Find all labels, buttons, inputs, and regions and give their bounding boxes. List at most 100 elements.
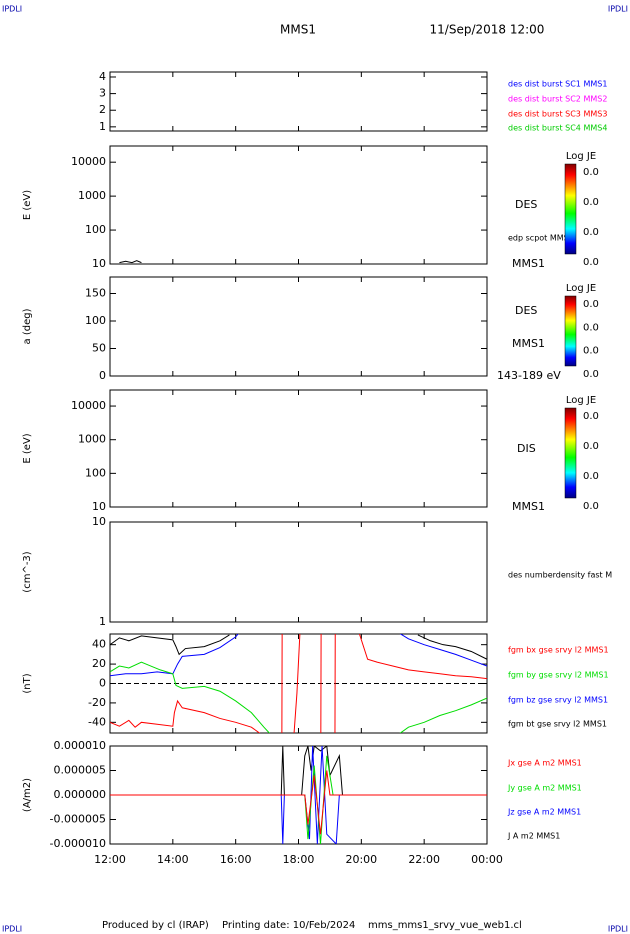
y-tick-label: 4 [99, 70, 106, 83]
side-label: des numberdensity fast M [508, 571, 612, 580]
colorbar-title: Log JE [566, 395, 596, 406]
colorbar-label: 0.0 [583, 257, 599, 268]
colorbar-label: 0.0 [583, 411, 599, 422]
y-tick-label: 3 [99, 87, 106, 100]
series-line [110, 634, 487, 677]
side-label: DES [515, 304, 537, 317]
y-tick-label: -0.000010 [50, 837, 106, 850]
y-tick-label: 100 [85, 314, 106, 327]
x-tick-label: 00:00 [471, 853, 503, 866]
file-name: mms_mms1_srvy_vue_web1.cl [368, 920, 522, 931]
series-line [110, 661, 487, 733]
side-label: des dist burst SC4 MMS4 [508, 124, 607, 133]
y-tick-label: 0 [99, 369, 106, 382]
corner-label: IPDLI [2, 5, 22, 14]
y-tick-label: 20 [92, 657, 106, 670]
y-tick-label: 1 [99, 615, 106, 628]
colorbar-title: Log JE [566, 151, 596, 162]
panel-frame [109, 521, 488, 623]
title: MMS1 [280, 23, 316, 37]
side-label: DES [515, 198, 537, 211]
colorbar-title: Log JE [566, 283, 596, 294]
y-axis-label: (A/m2) [22, 778, 33, 812]
colorbar-label: 0.0 [583, 167, 599, 178]
x-tick-label: 22:00 [408, 853, 440, 866]
y-tick-label: 1 [99, 120, 106, 133]
x-tick-label: 14:00 [157, 853, 189, 866]
colorbar-label: 0.0 [583, 227, 599, 238]
legend-entry: edp scpot MMS1 [508, 234, 574, 243]
panel-frame [109, 276, 488, 377]
panel-frame [109, 389, 488, 508]
y-tick-label: 1000 [78, 433, 106, 446]
y-axis-label: (nT) [22, 673, 33, 693]
legend-entry: Jy gse A m2 MMS1 [507, 784, 582, 793]
legend-entry: fgm bt gse srvy l2 MMS1 [508, 720, 607, 729]
series-line [110, 634, 487, 660]
colorbar-label: 0.0 [583, 322, 599, 333]
side-label: des dist burst SC3 MMS3 [508, 110, 607, 119]
y-tick-label: 150 [85, 287, 106, 300]
series-line [110, 755, 487, 844]
series-line [119, 260, 142, 264]
colorbar [564, 407, 577, 499]
y-tick-label: 10 [92, 257, 106, 270]
series-line [110, 770, 487, 835]
colorbar-label: 0.0 [583, 369, 599, 380]
panel-frame [109, 71, 488, 132]
x-tick-label: 18:00 [283, 853, 315, 866]
panel-frame [109, 145, 488, 265]
y-tick-label: -0.000005 [50, 813, 106, 826]
x-tick-label: 16:00 [220, 853, 252, 866]
y-tick-label: 10 [92, 515, 106, 528]
y-tick-label: 10000 [71, 155, 106, 168]
y-tick-label: -40 [88, 715, 106, 728]
y-tick-label: 0 [99, 677, 106, 690]
legend-entry: Jz gse A m2 MMS1 [507, 808, 581, 817]
side-label: 143-189 eV [497, 369, 561, 382]
y-tick-label: 50 [92, 342, 106, 355]
colorbar-label: 0.0 [583, 346, 599, 357]
side-label: MMS1 [512, 500, 545, 513]
colorbar [564, 163, 577, 255]
legend-entry: fgm bz gse srvy l2 MMS1 [508, 696, 608, 705]
side-label: MMS1 [512, 257, 545, 270]
x-tick-label: 12:00 [94, 853, 126, 866]
colorbar-label: 0.0 [583, 501, 599, 512]
series-line [110, 746, 487, 796]
y-tick-label: 100 [85, 466, 106, 479]
colorbar-label: 0.0 [583, 471, 599, 482]
colorbar-label: 0.0 [583, 197, 599, 208]
y-axis-label: E (eV) [22, 433, 33, 463]
colorbar-label: 0.0 [583, 299, 599, 310]
legend-entry: Jx gse A m2 MMS1 [507, 759, 582, 768]
y-tick-label: 40 [92, 638, 106, 651]
credit: Produced by cl (IRAP) [102, 920, 209, 931]
side-label: des dist burst SC2 MMS2 [508, 95, 607, 104]
side-label: DIS [517, 442, 536, 455]
corner-label: IPDLI [608, 5, 628, 14]
side-label: MMS1 [512, 337, 545, 350]
y-tick-label: 0.000005 [54, 764, 107, 777]
series-line [110, 634, 487, 733]
legend-entry: fgm bx gse srvy l2 MMS1 [508, 646, 609, 655]
y-tick-label: 0.000000 [54, 788, 107, 801]
colorbar [564, 295, 577, 367]
y-tick-label: 0.000010 [54, 739, 107, 752]
colorbar-label: 0.0 [583, 441, 599, 452]
corner-label: IPDLI [608, 925, 628, 934]
y-tick-label: 2 [99, 103, 106, 116]
y-axis-label: (cm^-3) [22, 551, 33, 592]
y-tick-label: -20 [88, 696, 106, 709]
y-tick-label: 1000 [78, 189, 106, 202]
printing-date: Printing date: 10/Feb/2024 [222, 920, 355, 931]
corner-label: IPDLI [2, 925, 22, 934]
y-tick-label: 100 [85, 223, 106, 236]
x-tick-label: 20:00 [345, 853, 377, 866]
date: 11/Sep/2018 12:00 [430, 23, 545, 37]
y-tick-label: 10 [92, 500, 106, 513]
y-axis-label: E (eV) [22, 190, 33, 220]
side-label: des dist burst SC1 MMS1 [508, 80, 607, 89]
y-tick-label: 10000 [71, 399, 106, 412]
